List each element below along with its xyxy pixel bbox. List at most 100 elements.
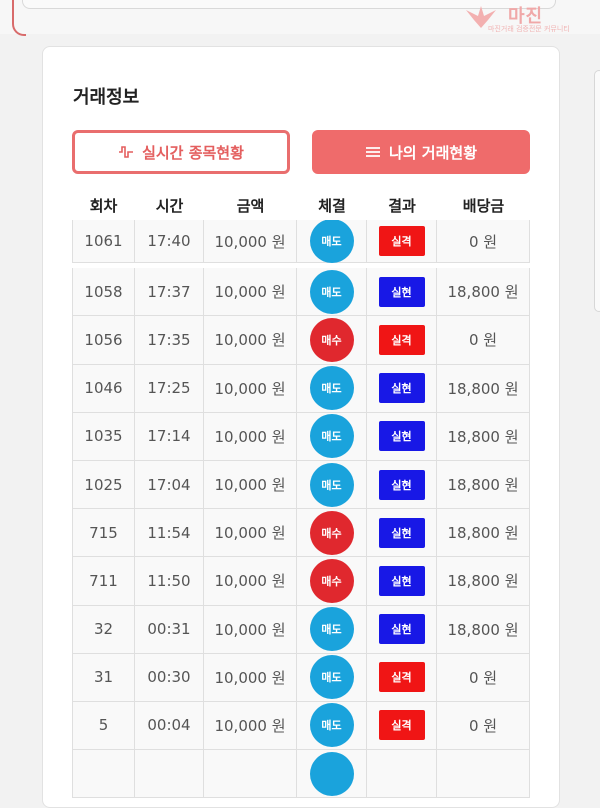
column-header-result: 결과	[388, 196, 416, 215]
side-cell: 매수	[297, 509, 367, 558]
time-cell: 17:04	[135, 460, 204, 510]
round-cell: 31	[72, 653, 135, 702]
round-cell: 715	[72, 509, 135, 558]
round-cell: 1058	[72, 268, 135, 317]
time-cell: 00:04	[135, 701, 204, 751]
table-row: 1035 17:14 10,000 원 매도 실현 18,800 원	[72, 412, 530, 461]
section-title: 거래정보	[73, 87, 140, 108]
realtime-status-label: 실시간 종목현황	[142, 143, 244, 162]
round-cell	[72, 750, 135, 799]
side-cell: 매수	[297, 316, 367, 365]
disqualified-badge: 실격	[378, 662, 425, 693]
payout-cell: 18,800 원	[437, 509, 530, 558]
sell-badge: 매도	[309, 269, 354, 314]
time-cell: 17:35	[135, 316, 204, 365]
result-cell: 실현	[367, 412, 437, 461]
column-header-time: 시간	[155, 196, 184, 215]
result-cell: 실현	[367, 268, 437, 317]
table-row: 1056 17:35 10,000 원 매수 실격 0 원	[72, 316, 530, 365]
amount-cell: 10,000 원	[204, 316, 297, 365]
payout-cell: 18,800 원	[437, 460, 530, 510]
amount-cell: 10,000 원	[204, 605, 297, 654]
side-cell: 매도	[297, 268, 367, 317]
result-cell	[367, 750, 437, 799]
result-cell: 실격	[367, 653, 437, 702]
result-cell: 실현	[367, 557, 437, 606]
side-cell: 매도	[297, 701, 367, 751]
amount-cell: 10,000 원	[204, 268, 297, 317]
payout-cell	[437, 750, 530, 799]
result-cell: 실현	[367, 460, 437, 510]
my-trades-label: 나의 거래현황	[388, 143, 478, 162]
time-cell	[135, 750, 204, 799]
round-cell: 1025	[72, 460, 135, 510]
list-icon	[365, 147, 380, 157]
sell-badge: 매도	[309, 366, 354, 411]
realized-badge: 실현	[378, 373, 425, 404]
table-row: 1046 17:25 10,000 원 매도 실현 18,800 원	[72, 364, 530, 413]
result-cell: 실현	[367, 605, 437, 654]
amount-cell: 10,000 원	[204, 557, 297, 606]
eagle-emblem-icon	[466, 6, 496, 28]
realized-badge: 실현	[378, 421, 425, 452]
amount-cell: 10,000 원	[204, 509, 297, 558]
time-cell: 00:31	[135, 605, 204, 654]
sell-badge: 매도	[309, 462, 354, 507]
side-cell: 매도	[297, 605, 367, 654]
payout-cell: 0 원	[437, 701, 530, 751]
brand-name: 마진	[508, 6, 544, 27]
payout-cell: 18,800 원	[437, 412, 530, 461]
side-cell: 매도	[297, 653, 367, 702]
side-cell	[297, 750, 367, 799]
buy-badge: 매수	[309, 317, 354, 362]
amount-cell: 10,000 원	[204, 220, 297, 263]
round-cell: 1046	[72, 364, 135, 413]
trade-table: 회차 시간 금액 체결 결과 배당금 1061 17:40 10,000 원 매도 실격…	[72, 190, 530, 805]
my-trades-button[interactable]: 나의 거래현황	[312, 130, 530, 174]
result-cell: 실격	[367, 316, 437, 365]
table-row: 1058 17:37 10,000 원 매도 실현 18,800 원	[72, 268, 530, 317]
sell-badge: 매도	[309, 607, 354, 652]
side-cell: 매도	[297, 364, 367, 413]
payout-cell: 18,800 원	[437, 557, 530, 606]
column-header-amount: 금액	[236, 196, 265, 215]
table-row: 32 00:31 10,000 원 매도 실현 18,800 원	[72, 605, 530, 654]
sell-badge: 매도	[309, 414, 354, 459]
side-cell: 매수	[297, 557, 367, 606]
side-scrollbar[interactable]	[594, 70, 600, 312]
disqualified-badge: 실격	[378, 324, 425, 355]
sell-badge	[309, 751, 354, 796]
table-row: 715 11:54 10,000 원 매수 실현 18,800 원	[72, 509, 530, 558]
table-row: 5 00:04 10,000 원 매도 실격 0 원	[72, 701, 530, 751]
payout-cell: 18,800 원	[437, 268, 530, 317]
payout-cell: 18,800 원	[437, 605, 530, 654]
realtime-status-button[interactable]: 실시간 종목현황	[72, 130, 290, 174]
result-cell: 실격	[367, 701, 437, 751]
realized-badge: 실현	[378, 614, 425, 645]
sell-badge: 매도	[309, 703, 354, 748]
round-cell: 32	[72, 605, 135, 654]
brand-watermark: 마진 마진거래 검증전문 커뮤니티	[464, 2, 594, 36]
payout-cell: 0 원	[437, 316, 530, 365]
payout-cell: 18,800 원	[437, 364, 530, 413]
column-header-side: 체결	[318, 196, 346, 215]
time-cell: 17:14	[135, 412, 204, 461]
table-row: 1025 17:04 10,000 원 매도 실현 18,800 원	[72, 460, 530, 510]
result-cell: 실현	[367, 364, 437, 413]
amount-cell: 10,000 원	[204, 412, 297, 461]
time-cell: 17:25	[135, 364, 204, 413]
round-cell: 1035	[72, 412, 135, 461]
round-cell: 1061	[72, 220, 135, 263]
sell-badge: 매도	[309, 220, 354, 263]
side-cell: 매도	[297, 460, 367, 510]
realized-badge: 실현	[378, 565, 425, 596]
realized-badge: 실현	[378, 517, 425, 548]
side-cell: 매도	[297, 220, 367, 263]
buy-badge: 매수	[309, 510, 354, 555]
time-cell: 11:50	[135, 557, 204, 606]
table-body: 1061 17:40 10,000 원 매도 실격 0 원 1058 17:37 10,000 …	[72, 220, 530, 805]
time-cell: 17:40	[135, 220, 204, 263]
amount-cell	[204, 750, 297, 799]
side-cell: 매도	[297, 412, 367, 461]
table-row: 711 11:50 10,000 원 매수 실현 18,800 원	[72, 557, 530, 606]
